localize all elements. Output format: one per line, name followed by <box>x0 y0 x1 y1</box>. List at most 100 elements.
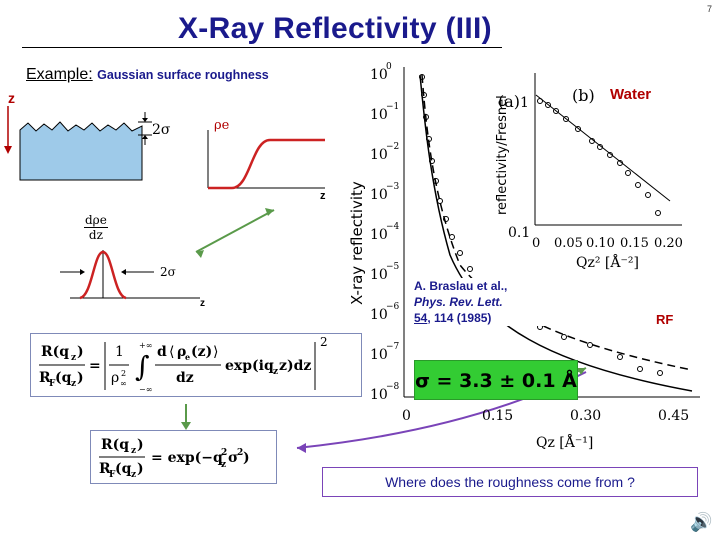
svg-text:d: d <box>157 344 167 360</box>
gauss-two-sigma-label: 2σ <box>160 265 176 279</box>
svg-text:10: 10 <box>370 267 388 283</box>
svg-text:10: 10 <box>370 67 388 83</box>
gaussian-curve <box>79 250 127 300</box>
svg-text:⟩: ⟩ <box>213 344 218 360</box>
svg-text:1: 1 <box>115 344 124 360</box>
gauss-z-label: z <box>200 298 205 309</box>
citation-pages: , 114 (1985) <box>427 311 492 325</box>
svg-text:e: e <box>185 352 190 362</box>
svg-text:= exp(−q: = exp(−q <box>151 450 223 466</box>
svg-text:dz: dz <box>176 370 194 386</box>
green-arrowhead-2 <box>196 250 204 258</box>
gauss-sigma-arrowhead-right <box>121 269 126 275</box>
svg-text:F: F <box>49 379 56 389</box>
svg-text:∞: ∞ <box>120 379 127 388</box>
equation-gaussian-box: R(q z) R F (q z) = exp(−q z 2 σ 2) <box>90 430 277 484</box>
svg-text:z: z <box>273 367 278 377</box>
derivative-label: dρe dz <box>84 213 108 242</box>
sample-label: Water <box>610 86 652 103</box>
density-profile-curve <box>208 138 325 190</box>
derivative-numerator: dρe <box>84 213 108 228</box>
svg-text:R(q: R(q <box>41 344 69 360</box>
equation-fourier-box: R(q z) R F (q z) = 1 ρ ∞ 2 ∫ +∞ −∞ d ⟨ ρ e (z) ⟩ dz… <box>30 333 362 397</box>
svg-text:⟨: ⟨ <box>169 344 174 360</box>
svg-text:0: 0 <box>402 408 411 424</box>
equation-fourier: R(q z) RF (q z) = 1 ρ ∞2 ∫ +∞ −∞ d ⟨ ρe (z) ⟩ dz… <box>39 335 328 394</box>
equation-gaussian: R(q z) RF (q z) = exp(−qz2 σ2) <box>99 437 250 480</box>
svg-text:): ) <box>243 450 250 466</box>
svg-text:z: z <box>221 460 226 470</box>
rho-label: ρe <box>214 118 230 133</box>
svg-text:2: 2 <box>121 369 126 378</box>
svg-text:=: = <box>89 358 101 374</box>
svg-text:z: z <box>71 353 76 363</box>
svg-text:+∞: +∞ <box>139 341 152 350</box>
svg-text:): ) <box>137 437 144 453</box>
svg-text:0.30: 0.30 <box>570 408 601 424</box>
z-axis-label: z <box>8 90 15 106</box>
slide-title: X-Ray Reflectivity (III) <box>178 12 492 45</box>
svg-text:−6: −6 <box>386 302 400 312</box>
profile-z-label: z <box>320 190 326 202</box>
svg-text:σ: σ <box>228 450 238 466</box>
svg-text:ρ: ρ <box>111 370 119 386</box>
green-arrowhead-1 <box>265 208 274 216</box>
svg-text:−1: −1 <box>386 102 399 112</box>
inset-x-tick-4: 0.20 <box>654 236 683 251</box>
roughness-result: σ = 3.3 ± 0.1 Å <box>414 360 578 400</box>
inset-x-tick-2: 0.10 <box>586 236 615 251</box>
svg-text:exp(iq: exp(iq <box>225 358 274 374</box>
plot-y-label: X-ray reflectivity <box>348 181 366 305</box>
reflectivity-fit-curve <box>419 74 693 392</box>
svg-text:(q: (q <box>55 370 72 386</box>
svg-text:ρ: ρ <box>177 344 186 360</box>
svg-text:z)dz: z)dz <box>279 358 311 374</box>
question-arrowhead <box>297 443 306 453</box>
svg-text:10: 10 <box>370 387 388 403</box>
green-arrowhead-down <box>181 422 191 430</box>
svg-text:10: 10 <box>370 107 388 123</box>
roughness-question: Where does the roughness come from ? <box>322 467 698 497</box>
citation-authors: A. Braslau et al., <box>414 279 508 293</box>
sigma-arrowhead-bottom <box>142 135 148 139</box>
svg-text:−5: −5 <box>386 262 400 272</box>
citation-journal: Phys. Rev. Lett. <box>414 295 503 309</box>
title-underline <box>22 47 502 48</box>
inset-data-points <box>537 98 661 216</box>
svg-text:0.15: 0.15 <box>482 408 513 424</box>
svg-text:R: R <box>99 461 111 477</box>
reflectivity-plot: 100 10−1 10−2 10−3 10−4 10−5 10−6 10−7 1… <box>348 62 700 451</box>
svg-text:10: 10 <box>370 187 388 203</box>
svg-text:0: 0 <box>386 62 392 72</box>
fresnel-label: RF <box>656 312 674 327</box>
result-arrowhead <box>577 368 586 375</box>
gauss-sigma-arrowhead-left <box>80 269 85 275</box>
example-heading: Example: Gaussian surface roughness <box>26 66 269 84</box>
svg-text:10: 10 <box>370 147 388 163</box>
svg-text:−∞: −∞ <box>139 385 152 394</box>
panel-b-label: (b) <box>572 86 595 105</box>
inset-background <box>532 67 682 225</box>
z-axis-arrowhead <box>4 146 12 154</box>
inset-y-label: reflectivity/Fresnel <box>495 95 510 215</box>
green-arrow-up-right <box>195 209 275 253</box>
svg-text:−8: −8 <box>386 382 400 392</box>
svg-text:2: 2 <box>221 448 227 458</box>
svg-text:z: z <box>131 470 136 480</box>
svg-text:∫: ∫ <box>135 350 150 383</box>
citation: A. Braslau et al., Phys. Rev. Lett. 54, … <box>414 278 554 326</box>
svg-text:z: z <box>71 379 76 389</box>
svg-text:R: R <box>39 370 51 386</box>
svg-text:2: 2 <box>320 335 328 349</box>
svg-text:10: 10 <box>370 347 388 363</box>
svg-text:−4: −4 <box>386 222 400 232</box>
svg-text:): ) <box>77 344 84 360</box>
derivative-denominator: dz <box>88 228 103 242</box>
svg-text:−3: −3 <box>386 182 400 192</box>
svg-text:10: 10 <box>370 227 388 243</box>
citation-volume: 54 <box>414 311 428 325</box>
svg-text:10: 10 <box>370 307 388 323</box>
svg-text:−2: −2 <box>386 142 399 152</box>
panel-a-label: (a) <box>498 92 520 111</box>
speaker-icon[interactable]: 🔊 <box>690 512 713 532</box>
